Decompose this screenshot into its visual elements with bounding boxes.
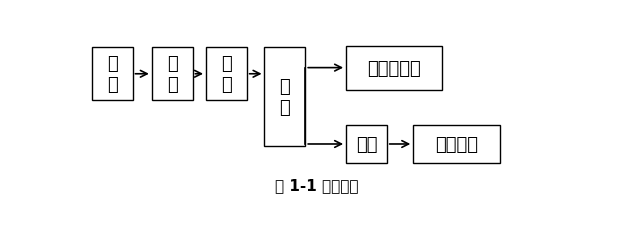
Text: 稳压直流: 稳压直流	[435, 135, 478, 153]
Bar	[346, 47, 442, 90]
Text: 变
压: 变 压	[167, 55, 178, 94]
Text: 交
流: 交 流	[107, 55, 118, 94]
Bar	[264, 48, 305, 146]
Bar	[346, 125, 387, 164]
Text: 图 1-1 电源分类: 图 1-1 电源分类	[275, 178, 359, 192]
Text: 整
流: 整 流	[221, 55, 232, 94]
Text: 稳压: 稳压	[356, 135, 377, 153]
Bar	[92, 48, 132, 101]
Bar	[413, 125, 500, 164]
Bar	[152, 48, 193, 101]
Bar	[206, 48, 247, 101]
Text: 不稳压直流: 不稳压直流	[367, 59, 421, 77]
Text: 滤
波: 滤 波	[280, 78, 290, 116]
